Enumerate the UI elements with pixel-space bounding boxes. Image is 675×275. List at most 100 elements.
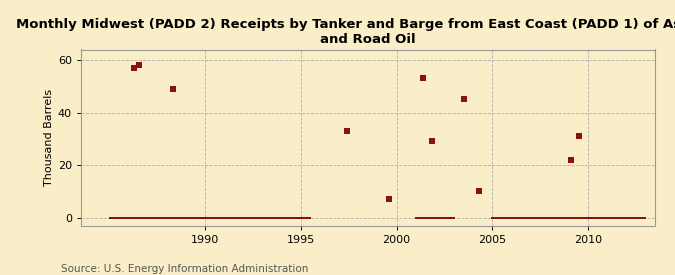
Point: [160, 215, 171, 220]
Point: [269, 215, 280, 220]
Point: [533, 215, 543, 220]
Point: [209, 215, 220, 220]
Point: [232, 215, 242, 220]
Point: [622, 215, 632, 220]
Point: [246, 215, 256, 220]
Point: [510, 215, 521, 220]
Point: [623, 215, 634, 220]
Point: [342, 129, 352, 133]
Point: [220, 215, 231, 220]
Point: [503, 215, 514, 220]
Point: [201, 215, 212, 220]
Point: [512, 215, 523, 220]
Point: [287, 215, 298, 220]
Point: [302, 215, 313, 220]
Point: [249, 215, 260, 220]
Point: [296, 215, 307, 220]
Point: [441, 215, 452, 220]
Point: [576, 215, 587, 220]
Point: [535, 215, 545, 220]
Point: [259, 215, 269, 220]
Point: [459, 97, 470, 101]
Point: [134, 215, 145, 220]
Point: [574, 134, 585, 138]
Point: [173, 215, 184, 220]
Point: [124, 215, 134, 220]
Point: [591, 215, 602, 220]
Point: [227, 215, 238, 220]
Point: [580, 215, 591, 220]
Point: [139, 215, 150, 220]
Point: [165, 215, 176, 220]
Point: [439, 215, 450, 220]
Point: [119, 215, 130, 220]
Point: [522, 215, 533, 220]
Point: [565, 158, 576, 162]
Point: [241, 215, 252, 220]
Point: [547, 215, 558, 220]
Point: [192, 215, 202, 220]
Point: [157, 215, 167, 220]
Point: [571, 215, 582, 220]
Point: [414, 215, 425, 220]
Point: [215, 215, 226, 220]
Point: [288, 215, 299, 220]
Point: [236, 215, 247, 220]
Point: [130, 215, 140, 220]
Point: [420, 215, 431, 220]
Point: [222, 215, 233, 220]
Point: [630, 215, 641, 220]
Point: [117, 215, 128, 220]
Point: [447, 215, 458, 220]
Point: [617, 215, 628, 220]
Point: [198, 215, 209, 220]
Point: [574, 215, 585, 220]
Point: [281, 215, 292, 220]
Point: [508, 215, 518, 220]
Point: [504, 215, 515, 220]
Point: [107, 215, 118, 220]
Point: [184, 215, 194, 220]
Point: [564, 215, 575, 220]
Point: [526, 215, 537, 220]
Point: [188, 215, 199, 220]
Point: [544, 215, 555, 220]
Point: [595, 215, 605, 220]
Point: [545, 215, 556, 220]
Point: [178, 215, 188, 220]
Point: [448, 215, 459, 220]
Point: [286, 215, 296, 220]
Point: [569, 215, 580, 220]
Point: [550, 215, 561, 220]
Point: [541, 215, 551, 220]
Point: [114, 215, 125, 220]
Point: [425, 215, 435, 220]
Point: [106, 215, 117, 220]
Point: [496, 215, 507, 220]
Point: [120, 215, 131, 220]
Point: [585, 215, 596, 220]
Point: [255, 215, 266, 220]
Point: [265, 215, 275, 220]
Point: [598, 215, 609, 220]
Point: [558, 215, 569, 220]
Point: [228, 215, 239, 220]
Point: [609, 215, 620, 220]
Point: [295, 215, 306, 220]
Point: [611, 215, 622, 220]
Point: [158, 215, 169, 220]
Point: [138, 215, 148, 220]
Point: [633, 215, 644, 220]
Point: [238, 215, 248, 220]
Point: [577, 215, 588, 220]
Point: [182, 215, 193, 220]
Point: [122, 215, 132, 220]
Point: [539, 215, 550, 220]
Point: [593, 215, 604, 220]
Point: [244, 215, 254, 220]
Point: [271, 215, 281, 220]
Point: [433, 215, 443, 220]
Point: [523, 215, 534, 220]
Point: [304, 215, 315, 220]
Point: [147, 215, 158, 220]
